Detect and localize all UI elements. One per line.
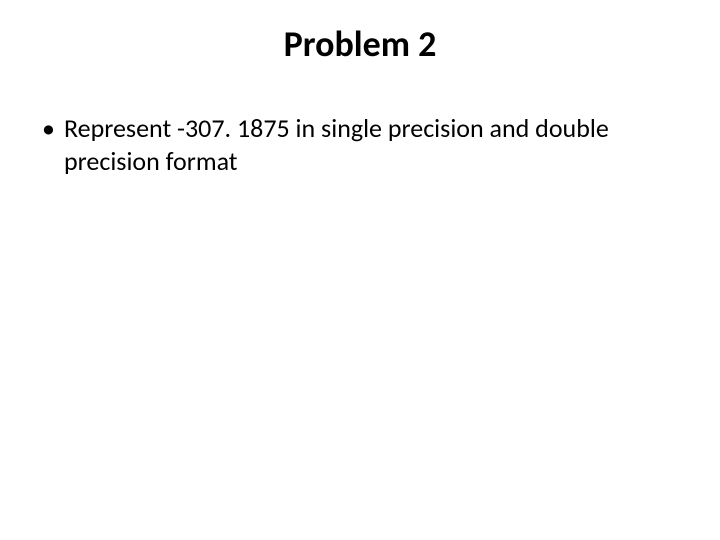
list-item: • Represent -307. 1875 in single precisi… (40, 112, 680, 177)
slide-body: • Represent -307. 1875 in single precisi… (40, 112, 680, 177)
bullet-text: Represent -307. 1875 in single precision… (64, 112, 680, 177)
slide-title: Problem 2 (0, 22, 720, 66)
bullet-icon: • (40, 112, 64, 145)
